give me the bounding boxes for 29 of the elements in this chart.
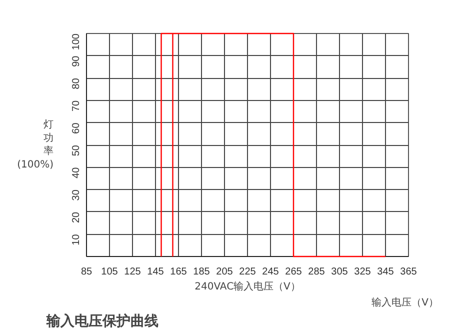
x-tick-label: 265 <box>285 266 302 278</box>
x-tick-label: 205 <box>216 266 234 278</box>
x-tick-label: 85 <box>80 266 92 278</box>
y-tick-label: 10 <box>71 234 82 246</box>
x-tick-label: 125 <box>124 266 142 278</box>
y-tick-label: 40 <box>71 166 82 178</box>
x-tick-label: 285 <box>308 266 326 278</box>
y-tick-label: 60 <box>71 122 82 134</box>
x-tick-label: 365 <box>400 266 418 278</box>
x-tick-label: 185 <box>193 266 210 278</box>
text: 输入电压（V） <box>372 296 439 308</box>
y-tick-label: 80 <box>71 78 82 90</box>
x-axis-title: 240VAC输入电压（V） <box>194 280 300 292</box>
x-tick-label: 305 <box>331 266 348 278</box>
y-tick-label: 20 <box>71 211 82 224</box>
y-tick-label: 100 <box>71 33 82 50</box>
x-tick-label: 165 <box>170 266 188 278</box>
y-tick-label: 30 <box>71 189 82 201</box>
y-tick-label: 70 <box>71 100 82 112</box>
x-tick-label: 245 <box>262 266 280 278</box>
text: 输入电压保护曲线 <box>46 312 158 330</box>
y-tick-label: 90 <box>71 55 82 67</box>
x-tick-label: 345 <box>377 266 394 278</box>
x-tick-label: 325 <box>354 266 372 278</box>
y-tick-label: 50 <box>71 144 82 156</box>
x-tick-label: 105 <box>101 266 118 278</box>
x-tick-label: 145 <box>147 266 164 278</box>
y-axis-title: 灯功率(100%) <box>17 118 54 170</box>
x-tick-label: 225 <box>239 266 256 278</box>
